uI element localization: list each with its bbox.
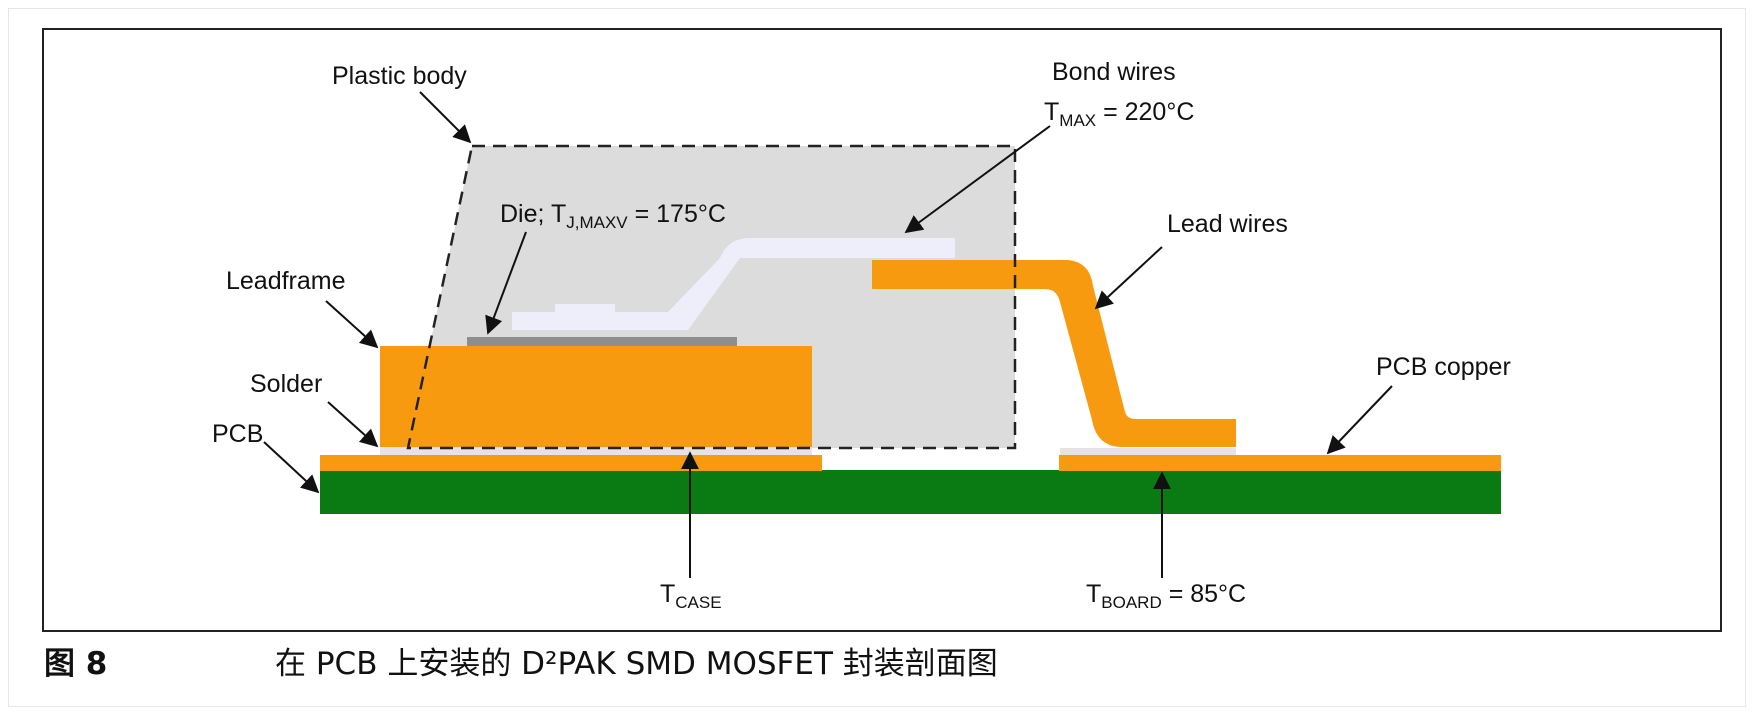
pcb-substrate (320, 470, 1501, 514)
pcb-label: PCB (212, 420, 263, 448)
solder-label: Solder (250, 370, 322, 398)
plastic-body-label: Plastic body (332, 62, 467, 90)
pcb-copper-arrow (1326, 385, 1393, 455)
tboard-label: TBOARD = 85°C (1086, 580, 1246, 612)
figure-title: 在 PCB 上安装的 D²PAK SMD MOSFET 封装剖面图 (275, 646, 998, 682)
die-arrow (485, 231, 527, 335)
bond-wire (512, 238, 955, 330)
leadframe (380, 346, 812, 447)
bond-wires-label: Bond wires (1052, 58, 1176, 86)
figure-number: 图 8 (44, 646, 108, 682)
pcb-arrow (263, 441, 320, 494)
leadframe-label: Leadframe (226, 267, 346, 295)
plastic-body-arrow (419, 91, 472, 144)
leadframe-arrow (325, 300, 379, 349)
lead-wires-arrow (1094, 246, 1163, 310)
pcb-copper-right (1059, 455, 1501, 471)
bond-wires-temp-label: TMAX = 220°C (1044, 98, 1194, 130)
pcb-copper-left (320, 455, 822, 471)
tcase-label: TCASE (660, 580, 722, 612)
die-label: Die; TJ,MAXV = 175°C (500, 200, 726, 232)
solder-arrow (327, 401, 379, 448)
die (467, 337, 737, 346)
lead-wire (872, 260, 1236, 447)
solder-right (1060, 448, 1236, 455)
lead-wires-label: Lead wires (1167, 210, 1288, 238)
pcb-copper-label: PCB copper (1376, 353, 1511, 381)
solder-left (380, 447, 812, 455)
bond-wires-arrow (904, 125, 1051, 234)
plastic-body-outline (406, 144, 1017, 450)
